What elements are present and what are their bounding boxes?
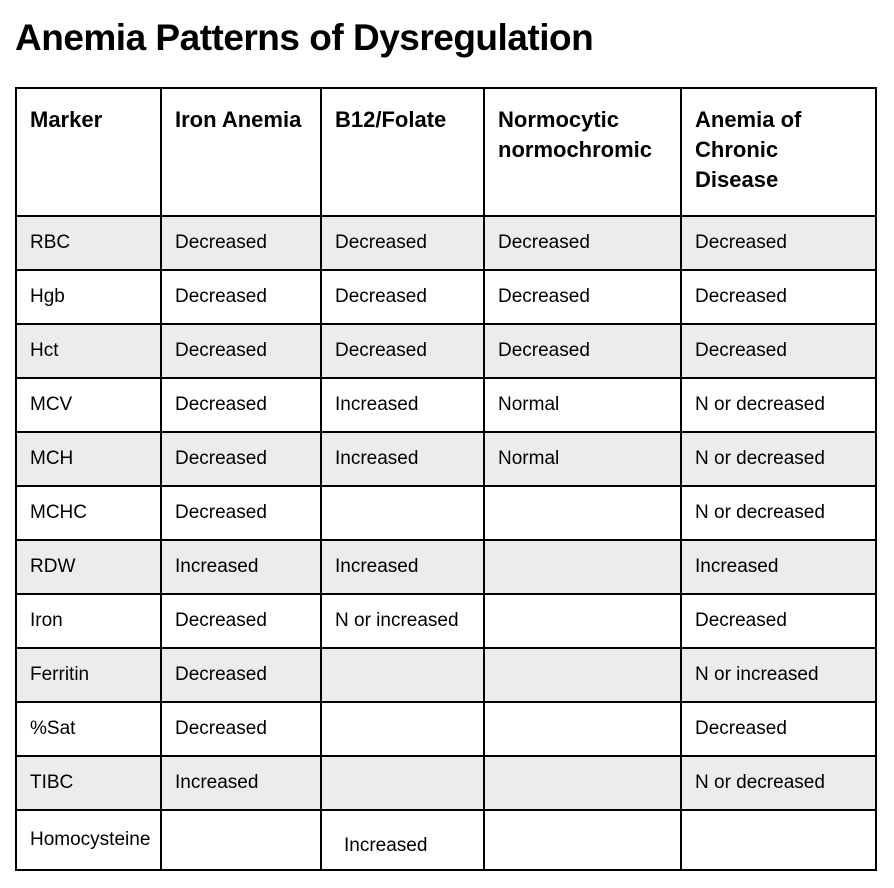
value-cell: Decreased [483, 269, 682, 325]
column-header-b12-folate: B12/Folate [320, 87, 485, 217]
value-cell [483, 593, 682, 649]
table-row-mch: MCH Decreased Increased Normal N or decrease… [15, 431, 877, 487]
marker-cell: TIBC [15, 755, 162, 811]
value-cell [483, 485, 682, 541]
value-cell [160, 809, 322, 871]
marker-cell: MCH [15, 431, 162, 487]
table-row-hgb: Hgb Decreased Decreased Decreased Decreased [15, 269, 877, 325]
value-cell: Increased [160, 539, 322, 595]
marker-cell: MCHC [15, 485, 162, 541]
table-row-rbc: RBC Decreased Decreased Decreased Decreased [15, 215, 877, 271]
value-cell: Decreased [680, 323, 877, 379]
table-row-iron: Iron Decreased N or increased Decreased [15, 593, 877, 649]
value-cell [483, 809, 682, 871]
value-cell: Increased [320, 539, 485, 595]
value-cell: Normal [483, 431, 682, 487]
table-row-homocysteine: Homocysteine Increased [15, 809, 877, 871]
marker-cell: Iron [15, 593, 162, 649]
value-cell: Increased [160, 755, 322, 811]
value-cell [320, 701, 485, 757]
value-cell: Decreased [680, 269, 877, 325]
marker-cell: %Sat [15, 701, 162, 757]
table-row--sat: %Sat Decreased Decreased [15, 701, 877, 757]
value-cell [320, 485, 485, 541]
value-cell: Increased [320, 377, 485, 433]
marker-cell: Hct [15, 323, 162, 379]
table-body: RBC Decreased Decreased Decreased Decreased H… [15, 215, 877, 871]
value-cell: Decreased [160, 215, 322, 271]
value-cell: Normal [483, 377, 682, 433]
value-cell: Decreased [680, 701, 877, 757]
value-cell: Decreased [320, 269, 485, 325]
value-cell: Increased [320, 809, 485, 871]
value-cell: Decreased [160, 323, 322, 379]
value-cell: N or increased [680, 647, 877, 703]
value-cell: Decreased [680, 593, 877, 649]
marker-cell: MCV [15, 377, 162, 433]
value-cell: Decreased [160, 647, 322, 703]
table-row-mchc: MCHC Decreased N or decreased [15, 485, 877, 541]
value-cell: Decreased [160, 431, 322, 487]
value-cell: Decreased [320, 215, 485, 271]
marker-cell: Homocysteine [15, 809, 162, 871]
column-header-normocytic-normochromic: Normocytic normochromic [483, 87, 682, 217]
marker-cell: RDW [15, 539, 162, 595]
table-row-tibc: TIBC Increased N or decreased [15, 755, 877, 811]
value-cell: Increased [680, 539, 877, 595]
marker-cell: Ferritin [15, 647, 162, 703]
column-header-marker: Marker [15, 87, 162, 217]
value-cell [483, 647, 682, 703]
value-cell: N or increased [320, 593, 485, 649]
anemia-patterns-table: Marker Iron Anemia B12/Folate Normocytic no… [15, 87, 877, 871]
value-cell: Decreased [680, 215, 877, 271]
table-row-rdw: RDW Increased Increased Increased [15, 539, 877, 595]
value-cell: Decreased [483, 323, 682, 379]
value-cell: Increased [320, 431, 485, 487]
value-cell: Decreased [160, 485, 322, 541]
value-cell: N or decreased [680, 377, 877, 433]
value-cell: Decreased [160, 701, 322, 757]
marker-cell: Hgb [15, 269, 162, 325]
column-header-anemia-of-chronic-disease: Anemia of Chronic Disease [680, 87, 877, 217]
table-row-ferritin: Ferritin Decreased N or increased [15, 647, 877, 703]
value-cell: Decreased [160, 269, 322, 325]
value-cell [320, 647, 485, 703]
table-row-hct: Hct Decreased Decreased Decreased Decreased [15, 323, 877, 379]
value-cell [483, 701, 682, 757]
value-cell: N or decreased [680, 431, 877, 487]
column-header-iron-anemia: Iron Anemia [160, 87, 322, 217]
value-cell [483, 755, 682, 811]
value-cell: N or decreased [680, 485, 877, 541]
value-cell [483, 539, 682, 595]
value-cell [320, 755, 485, 811]
value-cell [680, 809, 877, 871]
value-cell: N or decreased [680, 755, 877, 811]
table-row-mcv: MCV Decreased Increased Normal N or decrease… [15, 377, 877, 433]
value-cell: Decreased [320, 323, 485, 379]
page-title: Anemia Patterns of Dysregulation [15, 17, 594, 58]
value-cell: Decreased [160, 593, 322, 649]
marker-cell: RBC [15, 215, 162, 271]
value-cell: Decreased [483, 215, 682, 271]
header-row: Marker Iron Anemia B12/Folate Normocytic no… [15, 87, 877, 217]
value-cell: Decreased [160, 377, 322, 433]
